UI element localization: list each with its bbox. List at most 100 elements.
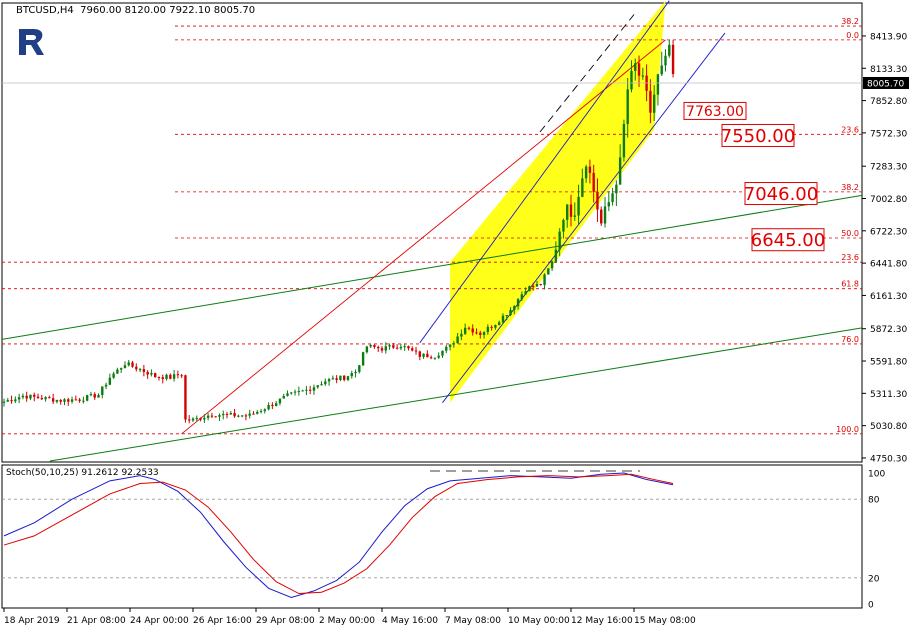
candle-body	[172, 374, 176, 379]
candle-body	[479, 332, 482, 335]
candle-body	[297, 391, 301, 393]
time-axis-label: 26 Apr 16:00	[193, 616, 252, 626]
candle-body	[547, 268, 550, 275]
candle-body	[588, 166, 592, 173]
candle-body	[448, 344, 452, 347]
candle-body	[671, 44, 675, 75]
stoch-line-signal	[3, 473, 674, 595]
candle-body	[562, 219, 565, 232]
candle-body	[203, 417, 206, 420]
candle-body	[445, 346, 448, 351]
candle-body	[101, 386, 104, 395]
fib-level-label: 0.0	[846, 31, 859, 40]
candle-body	[150, 373, 153, 375]
channel-upper-line	[419, 0, 670, 344]
candle-body	[603, 206, 607, 224]
candle-body	[611, 193, 614, 203]
candle-body	[414, 350, 418, 352]
symbol-header: BTCUSD,H4 7960.00 8120.00 7922.10 8005.7…	[16, 5, 256, 16]
candle-body	[615, 184, 618, 194]
candle-body	[119, 368, 123, 370]
price-axis-label: 8133.30	[870, 65, 907, 75]
candle-body	[418, 351, 421, 357]
candle-body	[339, 375, 342, 380]
candle-body	[59, 399, 62, 402]
price-axis-label: 7002.80	[870, 195, 907, 205]
candle-body	[14, 399, 17, 402]
candle-body	[395, 347, 399, 349]
candle-body	[252, 413, 255, 415]
time-axis-label: 29 Apr 08:00	[256, 616, 315, 626]
ascending-channel-fill	[450, 0, 666, 403]
candle-body	[108, 377, 112, 385]
candle-body	[63, 399, 66, 402]
candle-body	[259, 411, 263, 413]
time-axis-label: 10 May 00:00	[508, 616, 570, 626]
candle-body	[29, 394, 32, 399]
candle-body	[82, 400, 85, 402]
candle-body	[634, 63, 637, 71]
stoch-line-main	[3, 472, 674, 598]
candle-body	[327, 379, 331, 382]
candle-body	[596, 191, 599, 210]
candle-body	[399, 346, 403, 349]
fib-level-label: 38.2	[841, 183, 859, 192]
candle-body	[501, 315, 505, 323]
candle-body	[543, 274, 546, 285]
candle-body	[78, 399, 81, 401]
price-axis-label: 8413.90	[870, 32, 907, 42]
stoch-axis-label: 0	[868, 601, 874, 611]
candle-body	[392, 345, 395, 348]
candle-body	[343, 375, 346, 380]
candle-body	[36, 396, 40, 399]
candle-body	[2, 401, 6, 403]
candle-body	[240, 415, 244, 417]
candle-body	[630, 70, 633, 90]
candle-body	[584, 166, 588, 179]
candle-body	[40, 398, 43, 400]
candle-body	[244, 415, 248, 417]
candle-body	[637, 63, 641, 76]
candle-body	[569, 204, 573, 217]
candle-body	[346, 376, 350, 380]
candle-body	[622, 124, 626, 158]
candle-body	[165, 374, 168, 379]
candle-body	[573, 215, 576, 217]
candle-body	[44, 397, 47, 400]
candle-body	[169, 374, 172, 379]
candle-body	[89, 394, 93, 396]
time-axis-label: 24 Apr 00:00	[130, 616, 189, 626]
candle-body	[358, 365, 361, 372]
candle-body	[324, 381, 327, 385]
time-axis-label: 12 May 16:00	[571, 616, 633, 626]
candle-body	[384, 346, 387, 351]
candle-body	[131, 362, 134, 367]
price-box-label: 7550.00	[721, 126, 795, 147]
candle-body	[55, 399, 59, 402]
main-plot-frame	[1, 2, 863, 463]
candle-body	[600, 209, 603, 224]
candle-body	[482, 332, 486, 335]
candle-body	[331, 378, 335, 380]
candle-body	[497, 322, 501, 325]
candle-body	[656, 74, 660, 95]
candle-body	[513, 306, 516, 310]
fib-level-label: 38.2	[841, 17, 859, 26]
time-axis-label: 18 Apr 2019	[4, 616, 60, 626]
candle-body	[471, 328, 474, 333]
candle-body	[74, 399, 78, 401]
price-axis-label: 6722.30	[870, 227, 907, 237]
candle-body	[516, 299, 520, 307]
candle-body	[70, 399, 74, 402]
candle-body	[316, 385, 319, 388]
candle-body	[135, 366, 138, 370]
candle-body	[422, 353, 425, 357]
candle-body	[6, 400, 9, 402]
candle-body	[426, 353, 429, 358]
candle-body	[460, 333, 463, 337]
fib-level-label: 61.8	[841, 280, 859, 289]
candle-body	[456, 336, 459, 344]
candle-body	[509, 309, 512, 316]
